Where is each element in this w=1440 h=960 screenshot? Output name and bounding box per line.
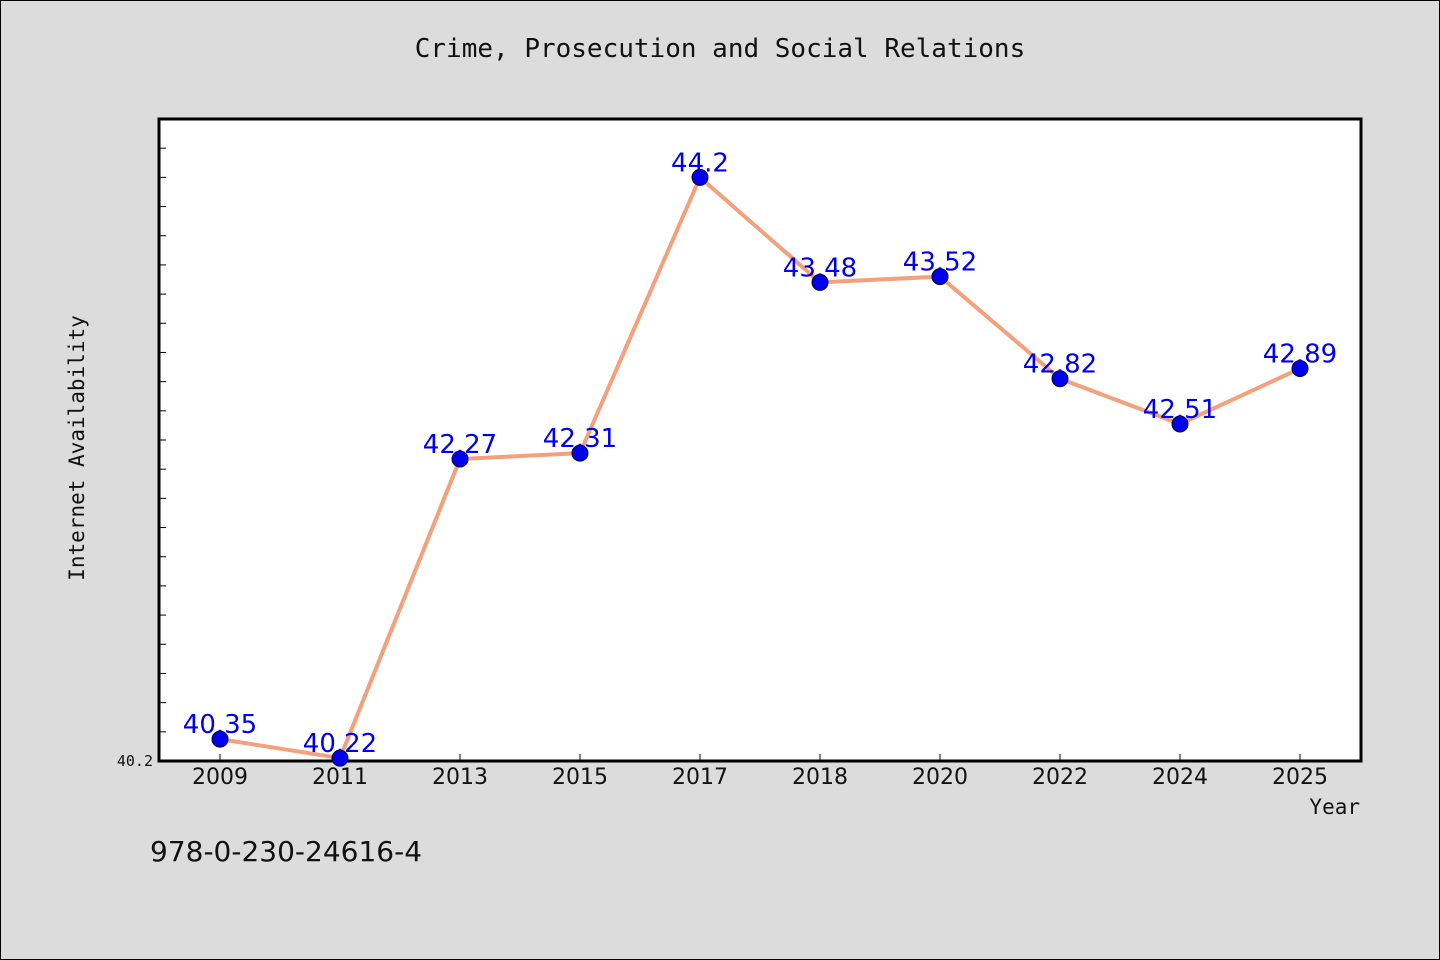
data-point (331, 749, 349, 767)
series-line (219, 175, 1301, 761)
x-tick-label: 2017 (672, 765, 728, 790)
data-point (1051, 370, 1069, 388)
data-point (931, 268, 949, 286)
data-label: 43.48 (783, 253, 857, 283)
x-tick-label: 2013 (432, 765, 488, 790)
data-point (691, 168, 709, 186)
series-layer: 40.35 40.22 42.27 42.31 44.2 43.48 43.52 42.82 4… (183, 148, 1337, 767)
x-axis-ticks: 2009 2011 2013 2015 2017 2018 2020 2022 2024 2025 (192, 754, 1328, 790)
x-tick-label: 2020 (912, 765, 968, 790)
x-tick-label: 2018 (792, 765, 848, 790)
x-tick-label: 2025 (1272, 765, 1328, 790)
data-label: 42.82 (1023, 350, 1097, 380)
data-point (1291, 360, 1309, 378)
data-label: 44.2 (671, 148, 729, 178)
x-tick-label: 2015 (552, 765, 608, 790)
data-point (211, 730, 229, 748)
data-point (1171, 415, 1189, 433)
x-tick-label: 2011 (312, 765, 368, 790)
data-label: 43.52 (903, 248, 977, 278)
footnote-isbn: 978-0-230-24616-4 (150, 835, 423, 868)
plot-area (157, 117, 1363, 763)
x-tick-label: 2024 (1152, 765, 1208, 790)
data-point (811, 273, 829, 291)
data-label: 40.22 (303, 729, 377, 759)
y-axis-ticks: 40.2 (117, 147, 166, 770)
x-axis-label: Year (1309, 795, 1360, 819)
data-label: 40.35 (183, 710, 257, 740)
data-label: 42.31 (543, 424, 617, 454)
data-label: 42.89 (1263, 340, 1337, 370)
y-tick-label: 40.2 (117, 752, 153, 770)
data-point (451, 450, 469, 468)
chart-title: Crime, Prosecution and Social Relations (414, 34, 1026, 64)
data-label: 42.51 (1143, 395, 1217, 425)
data-point (571, 444, 589, 462)
x-tick-label: 2009 (192, 765, 248, 790)
x-tick-label: 2022 (1032, 765, 1088, 790)
data-label: 42.27 (423, 430, 497, 460)
